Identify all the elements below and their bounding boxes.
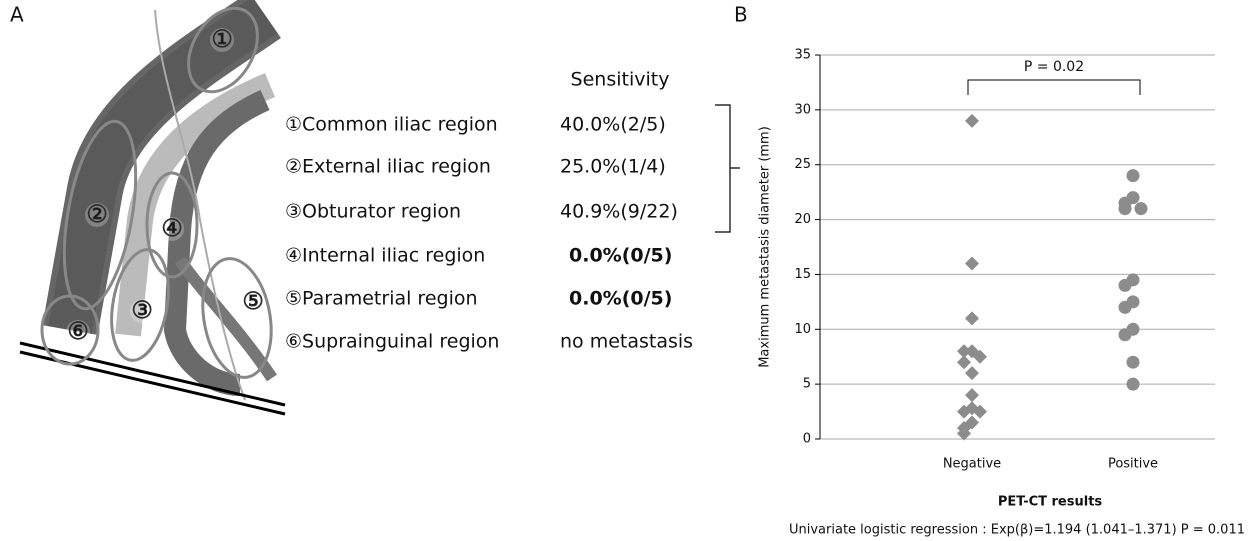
diagram-label: ③ (131, 296, 153, 324)
data-point (965, 388, 979, 403)
anatomy-diagram (19, 0, 286, 416)
data-point (1118, 300, 1132, 314)
sensitivity: no metastasis (560, 331, 693, 353)
sensitivity: 40.0%(2/5) (560, 114, 666, 136)
y-tick-label: 35 (794, 48, 811, 63)
label-backdrop (241, 290, 265, 314)
y-axis-label: Maximum metastasis diameter (mm) (758, 126, 773, 368)
y-tick-label: 20 (794, 212, 811, 227)
y-tick-label: 10 (794, 322, 811, 337)
region-name: ①Common iliac region (285, 114, 498, 136)
label-backdrop (210, 28, 234, 52)
data-point (965, 113, 979, 128)
region-name: ④Internal iliac region (285, 245, 485, 267)
sensitivity: 25.0%(1/4) (560, 156, 666, 178)
table-header: Sensitivity (571, 69, 670, 91)
sensitivity: 0.0%(0/5) (569, 245, 672, 267)
y-tick-label: 15 (794, 267, 811, 282)
y-tick-label: 30 (794, 102, 811, 117)
label-backdrop (85, 203, 109, 227)
x-tick-label: Positive (1108, 457, 1158, 472)
panel-label: A (10, 3, 24, 27)
region-name: ③Obturator region (285, 201, 461, 223)
data-point (1126, 355, 1140, 369)
data-point (957, 355, 971, 370)
y-tick-label: 25 (794, 157, 811, 172)
data-point (965, 311, 979, 326)
diagram-label: ④ (161, 214, 183, 242)
data-point (1118, 202, 1132, 216)
label-backdrop (160, 217, 184, 241)
y-tick-label: 0 (803, 432, 811, 447)
x-axis-label: PET-CT results (998, 495, 1103, 510)
data-point (957, 404, 971, 419)
data-point (973, 404, 987, 419)
data-point (965, 366, 979, 381)
label-backdrop (130, 299, 154, 323)
data-point (957, 426, 971, 441)
data-point (1126, 169, 1140, 183)
data-point (1118, 328, 1132, 342)
y-tick-label: 5 (803, 377, 811, 392)
sensitivity: 40.9%(9/22) (560, 201, 678, 223)
annotation: P = 0.02 (1024, 59, 1084, 75)
region-name: ⑤Parametrial region (285, 288, 478, 310)
diagram-label: ⑥ (67, 317, 89, 345)
data-point (957, 344, 971, 359)
label-backdrop (66, 320, 90, 344)
region-name: ②External iliac region (285, 156, 491, 178)
region-name: ⑥Suprainguinal region (285, 331, 499, 353)
footnote: Univariate logistic regression : Exp(β)=… (789, 523, 1245, 538)
significance-bracket (967, 79, 1141, 95)
x-tick-label: Negative (943, 457, 1001, 472)
bracket (715, 104, 740, 233)
data-point (1134, 202, 1148, 216)
data-point (1118, 278, 1132, 292)
data-point (1126, 377, 1140, 391)
data-point (965, 256, 979, 271)
diagram-label: ① (211, 25, 233, 53)
diagram-label: ⑤ (242, 287, 264, 315)
panel-label: B (734, 3, 748, 27)
diagram-label: ② (86, 200, 108, 228)
sensitivity: 0.0%(0/5) (569, 288, 672, 310)
data-point (973, 349, 987, 364)
